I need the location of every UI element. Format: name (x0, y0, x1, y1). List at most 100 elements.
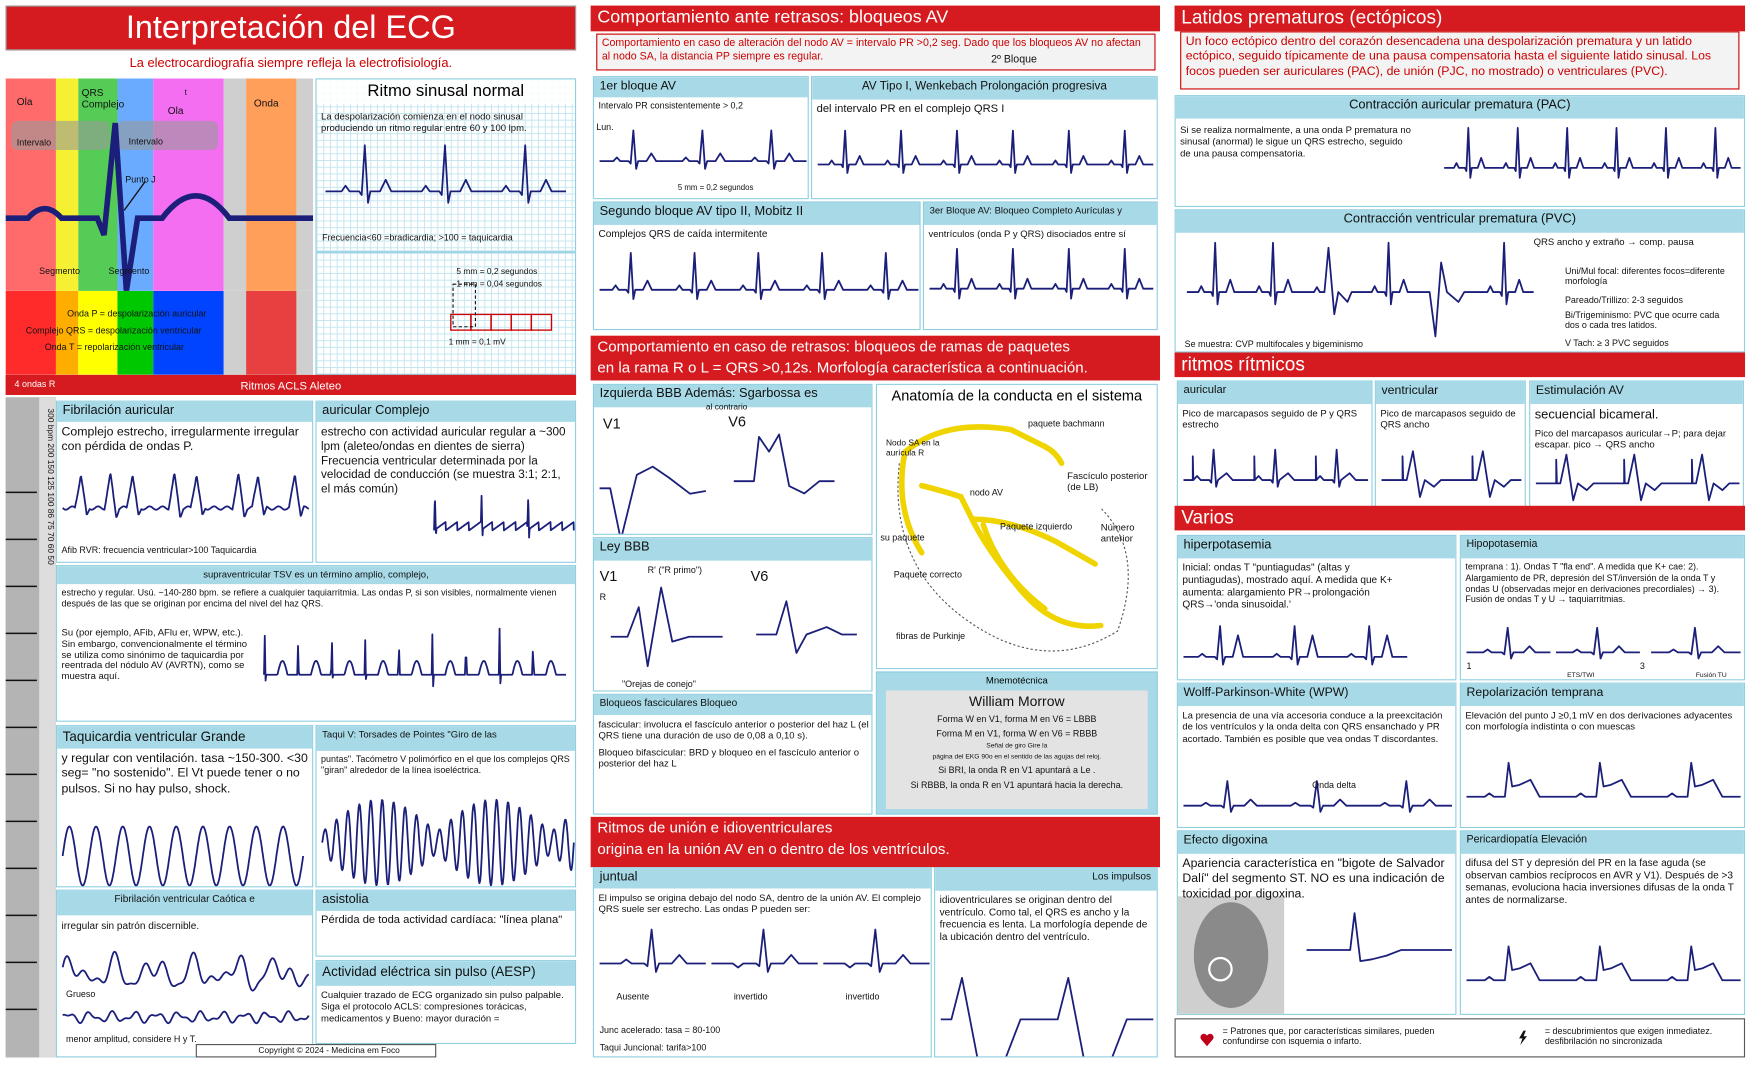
panel: Ley BBB V1 R' ("R primo") R V6 "Orejas de con… (592, 537, 873, 692)
band (296, 290, 314, 375)
interval-box (117, 120, 219, 150)
panel-body: ventrículos (onda P y QRS) disociados en… (928, 228, 1154, 244)
panel-body: Ritmos de unión e idioventriculares origi… (597, 819, 1157, 863)
label: invertido (845, 991, 880, 1002)
band (153, 78, 224, 291)
label: Onda T = repolarización ventricular (44, 342, 184, 353)
mm-box (490, 313, 512, 331)
panel-body: Pico de marcapasos seguido de P y QRS es… (1182, 407, 1369, 435)
label: Ola (167, 105, 184, 117)
conduction-path (918, 482, 964, 500)
label: 5 mm = 0,2 segundos (677, 184, 754, 193)
label: R (599, 591, 607, 603)
panel: Taquicardia ventricular Grande y regular … (55, 725, 314, 888)
label: al contrario (705, 401, 748, 412)
panel: supraventricular TSV es un término ampli… (55, 565, 577, 722)
panel: Taqui V: Torsades de Pointes "Giro de la… (315, 725, 577, 888)
ecg-trace (1651, 626, 1741, 660)
ecg-trace (263, 627, 567, 688)
label: Frecuencia<60 =bradicardia; >100 = taqui… (322, 232, 513, 243)
panel-body: Comportamiento en caso de retrasos: bloq… (597, 338, 1157, 381)
paragraph: Pico de marcapasos seguido de QRS ancho (1380, 407, 1516, 431)
figure (940, 976, 1154, 1057)
label: Intervalo (16, 137, 52, 148)
paragraph: La despolarización comienza en el nodo s… (321, 110, 527, 134)
ecg-trace (599, 251, 919, 301)
ecg-trace (5, 122, 314, 291)
ecg-trace (711, 928, 818, 973)
panel: Fibrilación ventricular Caótica e irregul… (55, 889, 314, 1058)
figure (263, 627, 567, 688)
heart-icon (1200, 1033, 1214, 1047)
figure (1200, 1030, 1527, 1047)
panel-heading: Izquierda BBB Además: Sgarbossa es (593, 384, 872, 408)
figure (929, 247, 1154, 300)
paragraph: puntas". Tacómetro V polimórfico en el q… (321, 754, 570, 776)
paragraph: Complejo estrecho, irregularmente irregu… (61, 425, 299, 454)
paragraph: Intervalo PR consistentemente > 0,2 (598, 100, 743, 111)
panel: 300 bpm 200 150 125 100 86 75 70 60 50 (5, 397, 56, 1058)
ecg-trace (1556, 626, 1640, 660)
paragraph: Si BRI, la onda R en V1 apuntará a Le . (938, 765, 1096, 776)
paragraph: Bloqueo bifascicular: BRD y bloqueo en e… (598, 746, 860, 769)
bolt-icon (1519, 1030, 1527, 1046)
panel-body: estrecho con actividad auricular regular… (321, 425, 573, 501)
label: Junc acelerado: tasa = 80-100 (599, 1025, 721, 1036)
paragraph: William Morrow (969, 693, 1065, 710)
ecg-trace (599, 928, 706, 973)
panel: Ola QRS Complejo t Ola Onda Intervalo Interval… (5, 78, 314, 291)
panel-heading: AV Tipo I, Wenkebach Prolongación progre… (812, 77, 1157, 100)
figure (1381, 450, 1522, 498)
panel-heading: Fibrilación ventricular Caótica e (57, 890, 313, 916)
panel: Pericardiopatía Elevación difusa del ST y… (1459, 830, 1746, 1015)
label: Afib RVR: frecuencia ventricular>100 Taq… (61, 544, 257, 556)
label: "Orejas de conejo" (621, 679, 696, 690)
label: Onda P = despolarización auricular (67, 308, 207, 319)
panel: Comportamiento ante retrasos: bloqueos A… (590, 5, 1161, 32)
label: V Tach: ≥ 3 PVC seguidos (1564, 337, 1669, 349)
label: 1 (1466, 661, 1472, 672)
label: Ausente (616, 991, 650, 1002)
band (55, 78, 79, 291)
drawing (450, 283, 553, 331)
label: ETS/TWI (1567, 672, 1595, 680)
panel: Izquierda BBB Además: Sgarbossa es al con… (592, 383, 873, 535)
band (223, 78, 247, 291)
panel: Onda P = despolarización auricular Comple… (5, 290, 314, 375)
ecg-trace (61, 950, 310, 992)
paragraph: Inicial: ondas T "puntiagudas" (altas y … (1182, 561, 1393, 610)
panel: auricular Pico de marcapasos seguido de P… (1176, 380, 1373, 510)
paragraph: Forma M en V1, forma W en V6 = RBBB (936, 728, 1098, 739)
band (55, 290, 79, 375)
figure (5, 290, 314, 375)
heart-outline (897, 463, 1129, 652)
paragraph: fascicular: involucra el fascículo anter… (598, 718, 869, 742)
paragraph: Comportamiento en caso de retrasos: bloq… (597, 337, 1070, 355)
panel: Comportamiento en caso de alteración del… (596, 33, 1156, 71)
panel-heading: hiperpotasemia (1177, 536, 1456, 559)
label: Fascículo posterior (de LB) (1067, 469, 1148, 493)
paragraph: difusa del ST y depresión del PR en la f… (1465, 857, 1734, 906)
figure (61, 894, 310, 1025)
ecg-trace (940, 976, 1154, 1057)
mm-box (530, 313, 553, 331)
label: fibras de Purkinje (896, 631, 966, 642)
ecg-trace (1466, 945, 1741, 982)
panel: Ritmos de unión e idioventriculares origi… (590, 816, 1161, 868)
panel: Latidos prematuros (ectópicos) (1174, 5, 1746, 32)
panel-heading: ventricular (1375, 381, 1525, 404)
panel-body: La despolarización comienza en el nodo s… (321, 111, 545, 139)
ecg-trace (817, 129, 1154, 174)
ecg-trace (62, 1010, 310, 1025)
panel-body: estrecho y regular. Usú. ~140-280 bpm. s… (62, 587, 571, 613)
label: Grueso (65, 989, 96, 1000)
panel-body: Inicial: ondas T "puntiagudas" (altas y … (1182, 562, 1406, 616)
paragraph: Si RBBB, la onda R en V1 apuntará hacia … (910, 780, 1124, 791)
panel: Bloqueos fasciculares Bloqueo fascicular:… (592, 693, 873, 815)
paragraph: secuencial bicameral. (1534, 408, 1659, 422)
paragraph: La electrocardiografía siempre refleja l… (129, 57, 453, 71)
panel: Fibrilación auricular Complejo estrecho, … (55, 400, 314, 563)
paragraph: El impulso se origina debajo del nodo SA… (598, 891, 921, 915)
label: menor amplitud, considere H y T. (65, 1033, 197, 1045)
